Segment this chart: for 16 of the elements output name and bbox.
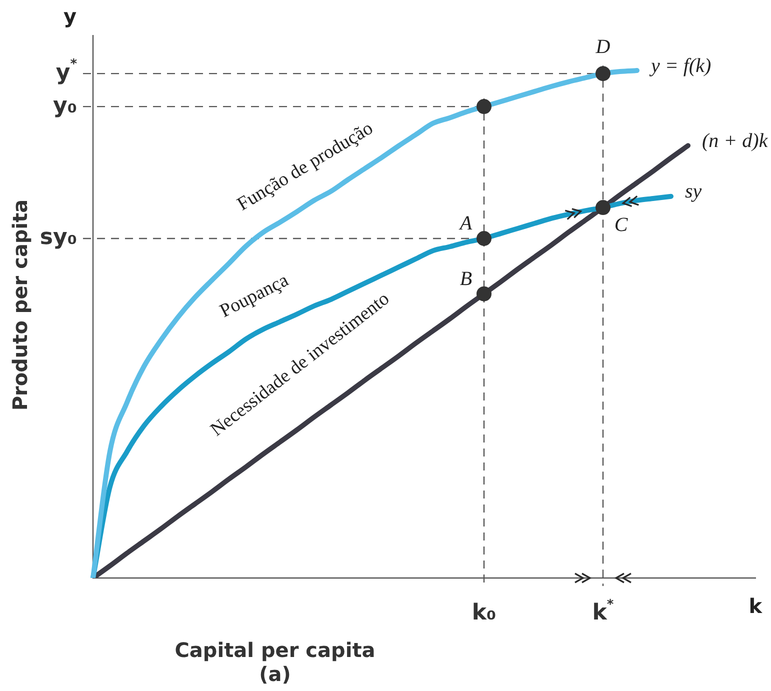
annotation: C xyxy=(614,214,628,236)
ref-line-label: y* xyxy=(56,57,78,86)
series-label: y = f(k) xyxy=(649,54,712,77)
annotation: D xyxy=(594,36,611,58)
x-tick-label: k* xyxy=(592,598,614,626)
annotation: B xyxy=(460,268,472,290)
text: y xyxy=(63,4,77,28)
x-axis-title: Capital per capita (a) xyxy=(174,638,376,686)
text: k xyxy=(748,594,763,618)
x-tick-label: k₀ xyxy=(472,600,496,626)
annotation: A xyxy=(458,212,473,235)
ref-line-label: y₀ xyxy=(53,93,78,118)
series-label: (n + d)k xyxy=(702,130,769,152)
y-axis-title: Produto per capita xyxy=(8,199,32,411)
ref-line-label: sy₀ xyxy=(40,225,78,250)
series-label: sy xyxy=(685,180,702,203)
